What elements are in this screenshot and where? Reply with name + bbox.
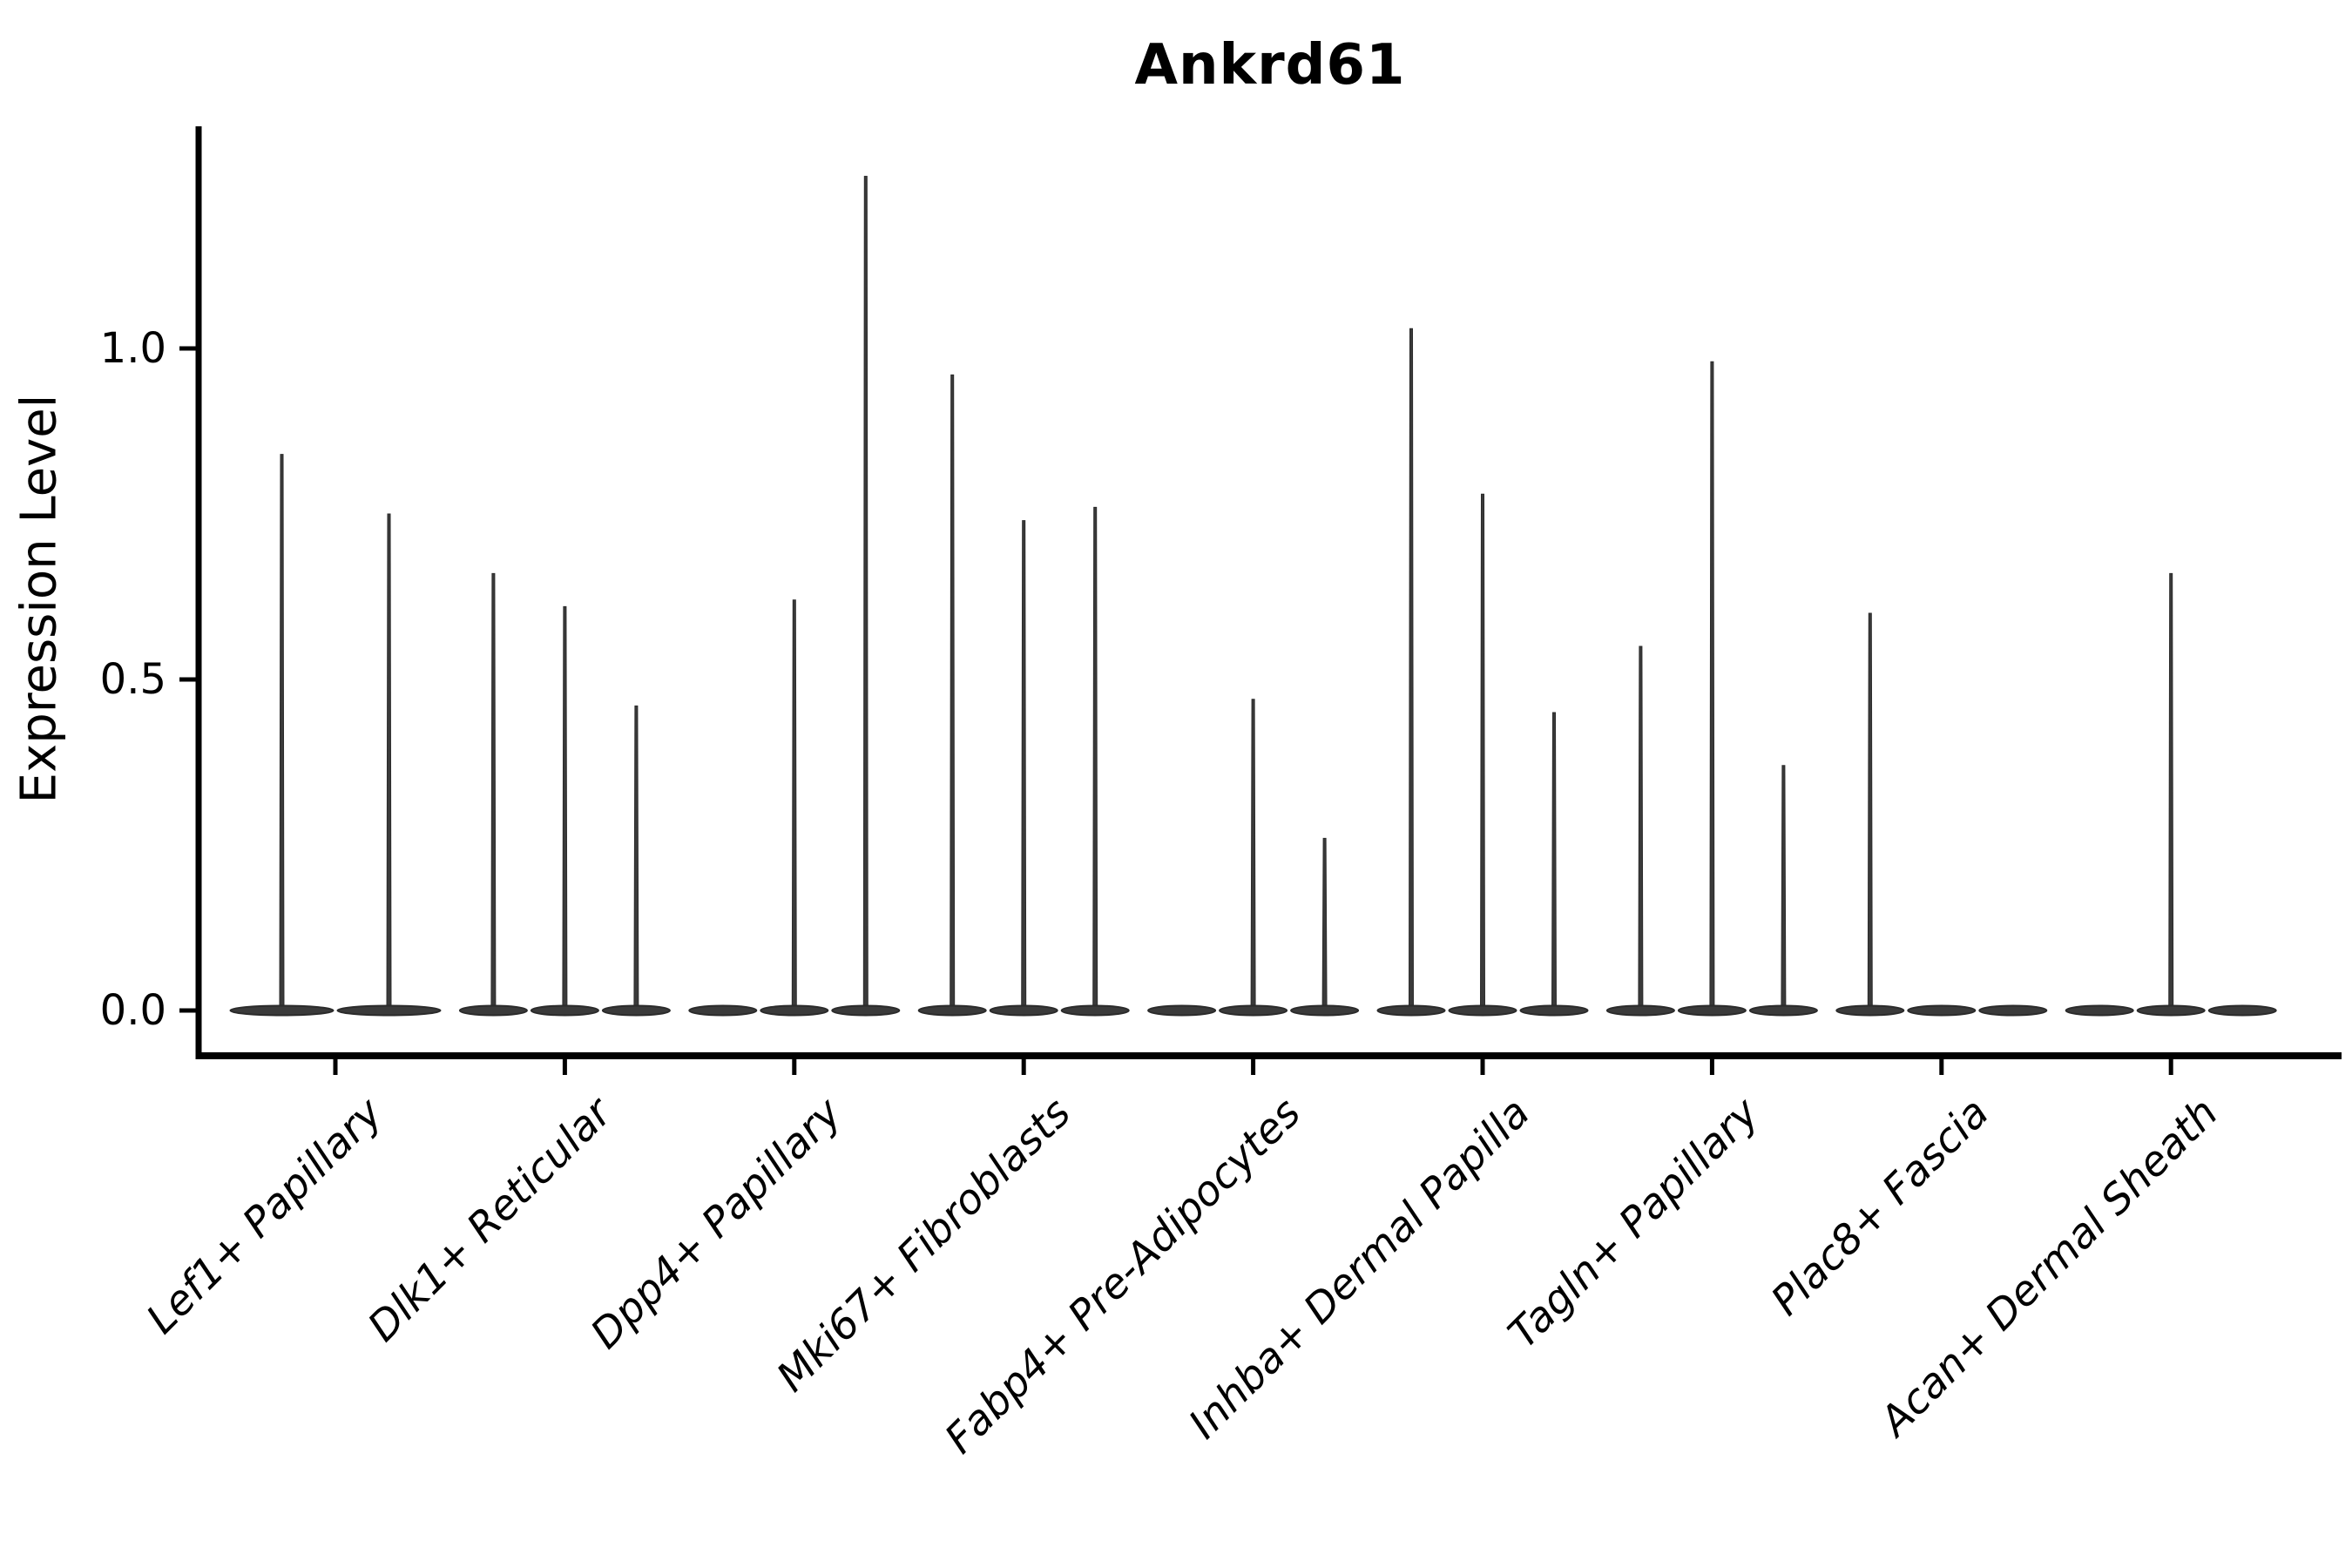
violin-spike <box>862 175 868 1010</box>
violin-spike <box>562 605 568 1010</box>
y-tick-label: 1.0 <box>99 324 166 373</box>
violin-body <box>1147 1004 1217 1017</box>
violin-body <box>1448 1004 1517 1017</box>
violin-spike <box>1408 328 1415 1010</box>
violin-spike <box>386 513 392 1010</box>
violin-spike <box>791 599 797 1010</box>
violin-body <box>601 1004 671 1017</box>
violin-spike <box>1479 493 1486 1010</box>
violin-spike <box>490 572 497 1010</box>
violin-body <box>1978 1004 2048 1017</box>
violin-spike <box>1709 361 1715 1010</box>
plot-title: Ankrd61 <box>1134 33 1406 98</box>
violin-body <box>831 1004 901 1017</box>
violin-body <box>917 1004 987 1017</box>
violin-body <box>1219 1004 1288 1017</box>
violin-spike <box>950 374 956 1010</box>
violin-spike <box>2168 572 2174 1010</box>
violin-body <box>1748 1004 1818 1017</box>
violin-spike <box>1781 765 1787 1010</box>
violin-body <box>530 1004 599 1017</box>
violin-body <box>1519 1004 1589 1017</box>
violin-body <box>2207 1004 2277 1017</box>
violin-spike <box>633 705 639 1010</box>
violin-spike <box>1551 712 1558 1010</box>
violin-spike <box>1867 612 1873 1010</box>
violin-body <box>1605 1004 1675 1017</box>
violin-spike <box>279 454 285 1010</box>
violin-spike <box>1250 699 1256 1010</box>
violin-body <box>760 1004 829 1017</box>
violin-body <box>989 1004 1058 1017</box>
violin-body <box>458 1004 528 1017</box>
violin-spike <box>1021 520 1027 1010</box>
violin-body <box>1060 1004 1130 1017</box>
violin-spike <box>1638 645 1644 1010</box>
violin-body <box>2065 1004 2134 1017</box>
violin-body <box>2136 1004 2206 1017</box>
violin-body <box>229 1004 335 1017</box>
violin-body <box>1376 1004 1446 1017</box>
violin-body <box>1907 1004 1977 1017</box>
y-tick-label: 0.0 <box>99 986 166 1035</box>
y-tick-label: 0.5 <box>99 655 166 704</box>
violin-body <box>1835 1004 1905 1017</box>
violin-body <box>1290 1004 1360 1017</box>
violin-body <box>336 1004 442 1017</box>
violin-spike <box>1321 837 1328 1010</box>
violin-spike <box>1092 506 1098 1010</box>
violin-body <box>688 1004 758 1017</box>
violin-body <box>1677 1004 1747 1017</box>
